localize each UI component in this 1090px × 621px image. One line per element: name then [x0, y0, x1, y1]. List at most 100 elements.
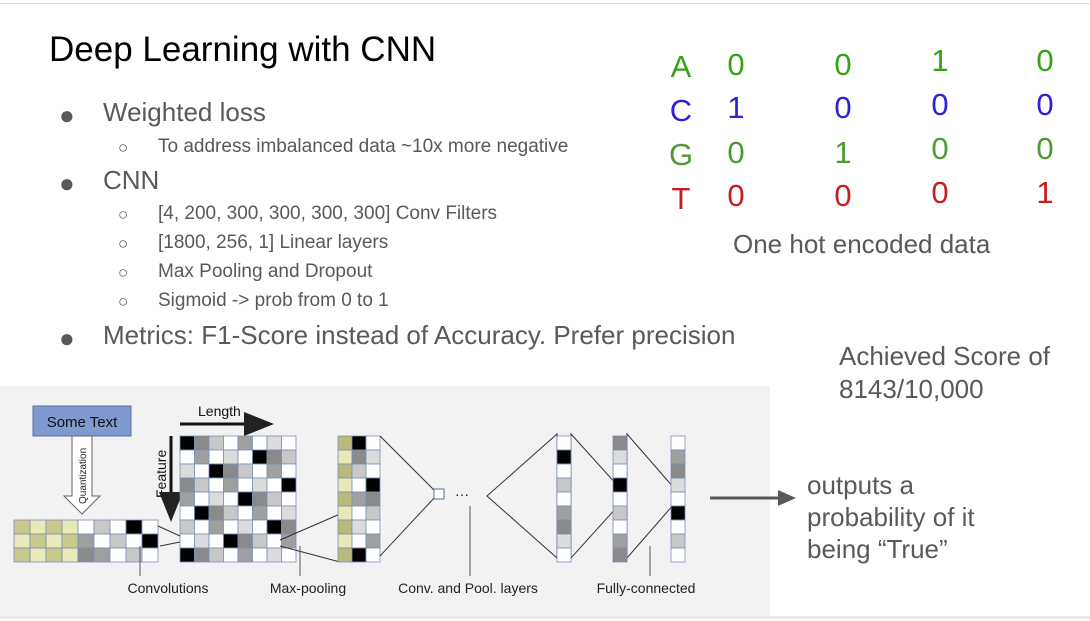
pool-cell	[365, 463, 381, 479]
input-cell	[61, 519, 79, 535]
input-cell	[29, 547, 47, 563]
letter-a: A	[670, 49, 692, 84]
conv-cell	[281, 491, 297, 507]
fc-cell	[670, 463, 686, 479]
letter-t: T	[671, 181, 691, 216]
convolution-feature-map	[179, 435, 297, 563]
cell-c-1: 1	[727, 90, 745, 125]
label-convolutions: Convolutions	[128, 580, 209, 596]
quantization-arrow	[62, 435, 102, 515]
cell-g-2: 1	[834, 135, 852, 170]
cell-c-2: 0	[834, 90, 852, 125]
input-cell	[141, 533, 159, 549]
sub-bullet-circle: ○	[118, 138, 129, 157]
fc-cell	[612, 491, 628, 507]
conv-cell	[194, 477, 210, 493]
conv-cell	[179, 463, 195, 479]
conv-cell	[223, 547, 239, 563]
conv-cell	[266, 491, 282, 507]
sub-bullet-linear-layers: [1800, 256, 1] Linear layers	[158, 232, 389, 253]
conv-cell	[237, 477, 253, 493]
conv-cell	[223, 449, 239, 465]
fc-cell	[670, 505, 686, 521]
ellipsis: ···	[455, 486, 469, 502]
conv-cell	[237, 533, 253, 549]
input-cell	[141, 519, 159, 535]
fc-cell	[670, 477, 686, 493]
sub-bullet-circle: ○	[118, 263, 129, 282]
pool-cell	[365, 477, 381, 493]
pool-cell	[337, 491, 353, 507]
output-description: outputs a probability of it being “True”	[807, 469, 975, 565]
bullet-dot: ●	[59, 323, 75, 353]
projection-line	[379, 435, 437, 493]
conv-cell	[237, 449, 253, 465]
pool-cell	[351, 449, 367, 465]
input-cell	[109, 547, 127, 563]
fc-cell	[612, 519, 628, 535]
slide-title: Deep Learning with CNN	[49, 30, 437, 69]
conv-cell	[237, 505, 253, 521]
conv-cell	[266, 463, 282, 479]
input-cell	[109, 519, 127, 535]
pool-cell	[351, 505, 367, 521]
sub-bullet-circle: ○	[118, 292, 129, 311]
feature-label: Feature	[153, 450, 169, 498]
output-line-1: outputs a	[807, 470, 914, 500]
conv-cell	[179, 477, 195, 493]
conv-cell	[179, 505, 195, 521]
conv-cell	[223, 435, 239, 451]
max-pooling-stack	[337, 435, 381, 563]
label-fully-connected: Fully-connected	[597, 580, 696, 596]
conv-cell	[237, 463, 253, 479]
conv-cell	[252, 519, 268, 535]
conv-cell	[208, 505, 224, 521]
input-cell	[93, 519, 111, 535]
quantization-label: Quantization	[78, 448, 89, 504]
conv-cell	[223, 505, 239, 521]
conv-cell	[223, 477, 239, 493]
output-line-3: being “True”	[807, 534, 948, 564]
bullet-dot: ●	[59, 100, 75, 130]
pool-cell	[337, 533, 353, 549]
some-text-label: Some Text	[47, 414, 118, 431]
conv-cell	[208, 547, 224, 563]
pool-cell	[337, 505, 353, 521]
output-line-2: probability of it	[807, 502, 975, 532]
score-line-2: 8143/10,000	[839, 374, 984, 404]
cell-g-3: 0	[931, 131, 949, 166]
score-line-1: Achieved Score of	[839, 341, 1051, 371]
input-cell	[29, 533, 47, 549]
conv-cell	[179, 449, 195, 465]
pool-cell	[351, 491, 367, 507]
input-cell	[93, 533, 111, 549]
fc-cell	[556, 449, 572, 465]
fc-cell	[670, 519, 686, 535]
conv-cell	[179, 435, 195, 451]
conv-cell	[208, 491, 224, 507]
pool-cell	[337, 519, 353, 535]
conv-cell	[252, 547, 268, 563]
conv-cell	[281, 505, 297, 521]
label-max-pooling: Max-pooling	[270, 580, 346, 596]
conv-cell	[179, 519, 195, 535]
conv-cell	[266, 435, 282, 451]
pool-cell	[351, 435, 367, 451]
projection-line	[279, 513, 341, 541]
fc-cell	[670, 449, 686, 465]
input-cell	[13, 547, 31, 563]
output-arrow	[710, 490, 796, 506]
pool-cell	[365, 519, 381, 535]
fc-cell	[670, 491, 686, 507]
projection-line	[279, 545, 341, 563]
pool-cell	[337, 435, 353, 451]
input-cell	[61, 533, 79, 549]
conv-cell	[252, 463, 268, 479]
input-cell	[13, 519, 31, 535]
bullet-dot: ●	[59, 168, 75, 198]
fc-cell	[612, 547, 628, 563]
conv-cell	[194, 435, 210, 451]
length-label: Length	[198, 403, 241, 419]
conv-node	[433, 488, 445, 500]
sub-bullet-sigmoid: Sigmoid -> prob from 0 to 1	[158, 290, 389, 311]
